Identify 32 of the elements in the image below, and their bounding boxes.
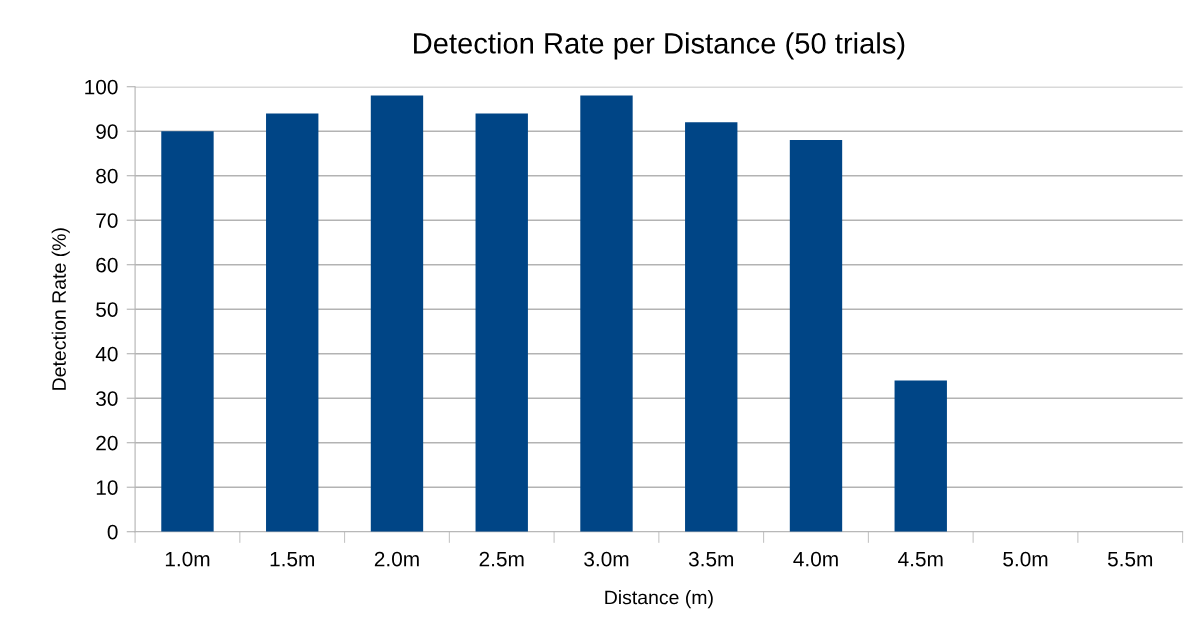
x-tick-label: 2.5m <box>479 551 524 567</box>
y-tick-label: 90 <box>96 124 118 139</box>
y-tick-label: 50 <box>96 302 118 317</box>
y-axis-title: Detection Rate (%) <box>51 228 70 390</box>
chart-title: Detection Rate per Distance (50 trials) <box>414 32 905 60</box>
bar <box>266 113 319 532</box>
bar <box>685 122 738 532</box>
x-axis-title: Distance (m) <box>605 590 713 609</box>
x-tick-label: 3.0m <box>584 551 629 567</box>
x-tick-label: 5.0m <box>1003 551 1048 567</box>
x-tick-label: 1.5m <box>270 551 315 567</box>
y-tick-label: 0 <box>107 524 118 540</box>
x-tick-label: 3.5m <box>688 551 734 567</box>
x-tick-label: 1.0m <box>165 551 210 567</box>
bar <box>580 95 633 532</box>
y-tick-label: 30 <box>96 391 118 406</box>
y-tick-label: 10 <box>96 480 118 495</box>
y-tick-label: 70 <box>96 213 118 228</box>
bar <box>370 95 424 532</box>
y-tick-label: 60 <box>96 257 118 273</box>
x-tick-label: 4.0m <box>793 551 838 567</box>
bar <box>475 113 528 532</box>
x-tick-label: 4.5m <box>898 551 943 567</box>
y-tick-label: 40 <box>95 346 118 362</box>
bar <box>894 380 947 532</box>
y-tick-label: 80 <box>96 168 118 184</box>
x-tick-label: 2.0m <box>374 551 419 567</box>
bar <box>789 140 843 532</box>
bar <box>161 131 214 532</box>
x-tick-label: 5.5m <box>1107 551 1153 567</box>
y-tick-label: 20 <box>96 435 118 451</box>
y-tick-label: 100 <box>85 79 118 95</box>
